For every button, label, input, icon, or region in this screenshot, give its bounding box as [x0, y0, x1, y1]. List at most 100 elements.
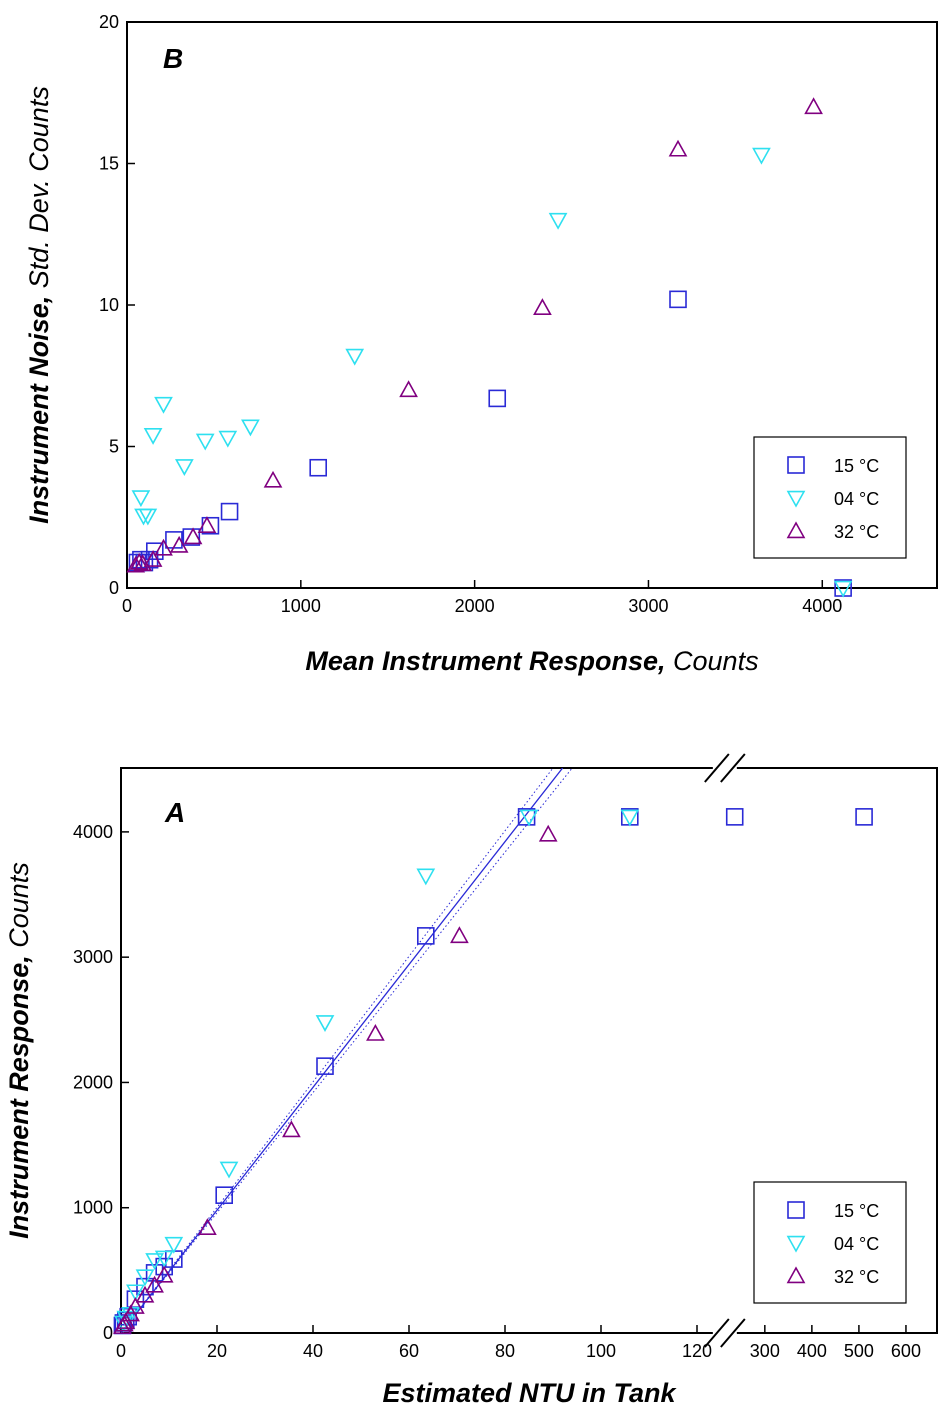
legend-marker	[753, 1181, 907, 1304]
point	[804, 97, 823, 115]
point	[198, 1218, 217, 1235]
y-tick-label: 10	[99, 295, 119, 315]
point	[787, 456, 805, 474]
fit-line	[121, 768, 564, 1333]
y-tick-label: 15	[99, 154, 119, 174]
legend-marker	[753, 436, 907, 559]
point	[786, 1235, 806, 1253]
point	[316, 1057, 334, 1075]
point	[315, 1015, 335, 1032]
point	[145, 1253, 164, 1270]
x-tick-label: 400	[797, 1341, 827, 1361]
axis-break	[720, 753, 746, 783]
x-tick-label: 20	[207, 1341, 227, 1361]
legend-label: 32 °C	[834, 1267, 879, 1287]
point	[220, 502, 239, 521]
y-tick-label: 0	[103, 1323, 113, 1343]
xlabel-bold: Estimated NTU in Tank	[382, 1378, 677, 1408]
point	[517, 808, 536, 826]
point	[855, 808, 873, 826]
point	[752, 147, 771, 165]
y-tick-label: 1000	[73, 1198, 113, 1218]
point	[533, 298, 552, 316]
x-tick-label: 60	[399, 1341, 419, 1361]
point	[669, 290, 687, 309]
point	[263, 470, 283, 488]
xlabel-bold: Mean Instrument Response,	[305, 646, 665, 676]
frame	[126, 21, 938, 589]
legend-marker: 15 °C	[834, 1201, 879, 1221]
point	[146, 542, 164, 561]
point	[135, 1285, 155, 1303]
panel-label: A	[164, 797, 185, 828]
ylabel-space	[24, 288, 54, 296]
axis-break	[720, 1318, 746, 1348]
x-tick-label: 80	[495, 1341, 515, 1361]
legend-marker: 04 °C	[834, 1234, 879, 1254]
x-tick-label: 0	[116, 1341, 126, 1361]
plot: 0 5 10 15 20 0 1000 2000 3000 4000 15 °C 04 °C 32 °C…	[24, 12, 938, 676]
point	[241, 419, 260, 437]
point	[538, 824, 558, 842]
point	[215, 1186, 233, 1204]
point	[620, 808, 639, 826]
fit-line	[121, 768, 573, 1333]
point	[175, 459, 194, 476]
xlabel-space	[666, 646, 674, 676]
point	[154, 1250, 174, 1268]
x-tick-label: 600	[891, 1341, 921, 1361]
point	[345, 348, 365, 366]
point	[154, 396, 173, 414]
point	[620, 809, 640, 827]
y-tick-label: 2000	[73, 1072, 113, 1092]
point	[143, 427, 163, 445]
point	[197, 516, 217, 533]
x-tick-label: 2000	[455, 596, 495, 616]
point	[126, 1297, 145, 1314]
ylabel-bold: Instrument Response,	[4, 955, 34, 1239]
point	[195, 433, 215, 451]
x-tick-label: 4000	[802, 596, 842, 616]
point	[787, 1201, 805, 1219]
y-tick-label: 0	[109, 578, 119, 598]
x-tick-label: 1000	[281, 596, 321, 616]
xlabel-plain: Counts	[673, 646, 759, 676]
xlabel-title: Mean Instrument Response, Counts	[305, 646, 758, 676]
point	[519, 809, 539, 827]
point	[131, 490, 151, 508]
point	[129, 552, 149, 570]
fit-line	[121, 768, 554, 1333]
point	[136, 1277, 154, 1296]
ylabel-title: Instrument Response, Counts	[4, 862, 34, 1239]
y-tick-label: 4000	[73, 822, 113, 842]
point	[668, 139, 688, 157]
point	[833, 580, 853, 598]
axis-break-gap	[712, 1330, 737, 1336]
xlabel-title: Estimated NTU in Tank	[382, 1378, 677, 1408]
point	[183, 527, 203, 545]
point	[154, 538, 173, 556]
frame	[120, 767, 938, 1334]
point	[416, 868, 436, 886]
legend-label: 32 °C	[834, 522, 879, 542]
panel-label: B	[163, 43, 183, 74]
point	[143, 550, 163, 567]
y-tick-label: 5	[109, 437, 119, 457]
ylabel-bold: Instrument Noise,	[24, 296, 54, 524]
axis-break-gap	[712, 765, 737, 771]
legend-marker: 15 °C	[834, 456, 879, 476]
x-tick-label: 0	[122, 596, 132, 616]
point	[145, 1275, 164, 1293]
point	[416, 927, 435, 945]
point	[138, 508, 158, 526]
point	[219, 1161, 239, 1179]
point	[169, 535, 189, 553]
point	[548, 212, 568, 230]
point	[126, 555, 146, 573]
point	[309, 458, 328, 477]
y-tick-label: 3000	[73, 947, 113, 967]
axis-break	[704, 753, 730, 783]
point	[725, 808, 744, 826]
